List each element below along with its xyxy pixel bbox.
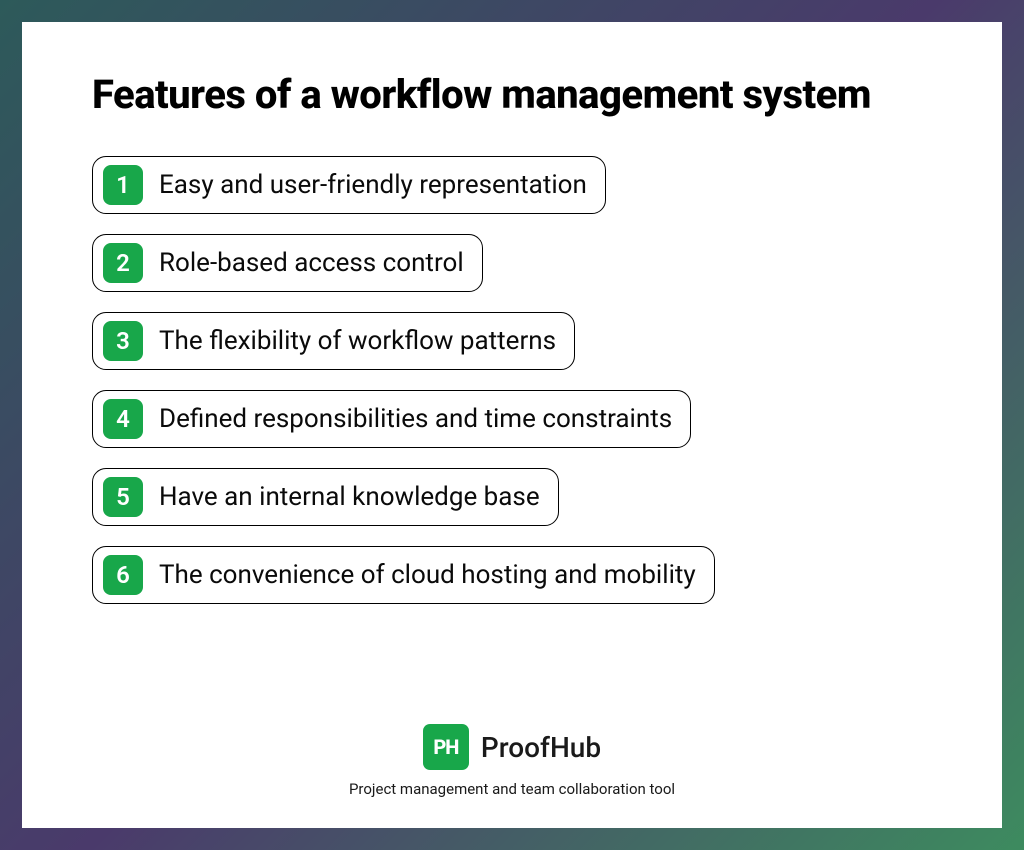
feature-number-badge: 2 — [103, 243, 143, 283]
feature-label: Role-based access control — [159, 248, 464, 278]
feature-number-badge: 4 — [103, 399, 143, 439]
feature-item: 2 Role-based access control — [92, 234, 483, 292]
feature-item: 3 The flexibility of workflow patterns — [92, 312, 575, 370]
feature-number-badge: 1 — [103, 165, 143, 205]
feature-label: Have an internal knowledge base — [159, 482, 540, 512]
feature-item: 1 Easy and user-friendly representation — [92, 156, 606, 214]
brand-tagline: Project management and team collaboratio… — [349, 780, 675, 798]
page-title: Features of a workflow management system — [92, 70, 932, 120]
brand-footer: PH ProofHub Project management and team … — [92, 704, 932, 798]
feature-label: The flexibility of workflow patterns — [159, 326, 556, 356]
feature-item: 6 The convenience of cloud hosting and m… — [92, 546, 715, 604]
brand-name: ProofHub — [481, 731, 601, 764]
feature-label: The convenience of cloud hosting and mob… — [159, 560, 696, 590]
feature-number-badge: 3 — [103, 321, 143, 361]
feature-label: Defined responsibilities and time constr… — [159, 404, 672, 434]
brand-logo-icon: PH — [423, 724, 469, 770]
feature-item: 4 Defined responsibilities and time cons… — [92, 390, 691, 448]
feature-label: Easy and user-friendly representation — [159, 170, 587, 200]
brand-row: PH ProofHub — [423, 724, 601, 770]
infographic-card: Features of a workflow management system… — [22, 22, 1002, 828]
feature-list: 1 Easy and user-friendly representation … — [92, 156, 932, 604]
feature-item: 5 Have an internal knowledge base — [92, 468, 559, 526]
feature-number-badge: 5 — [103, 477, 143, 517]
feature-number-badge: 6 — [103, 555, 143, 595]
